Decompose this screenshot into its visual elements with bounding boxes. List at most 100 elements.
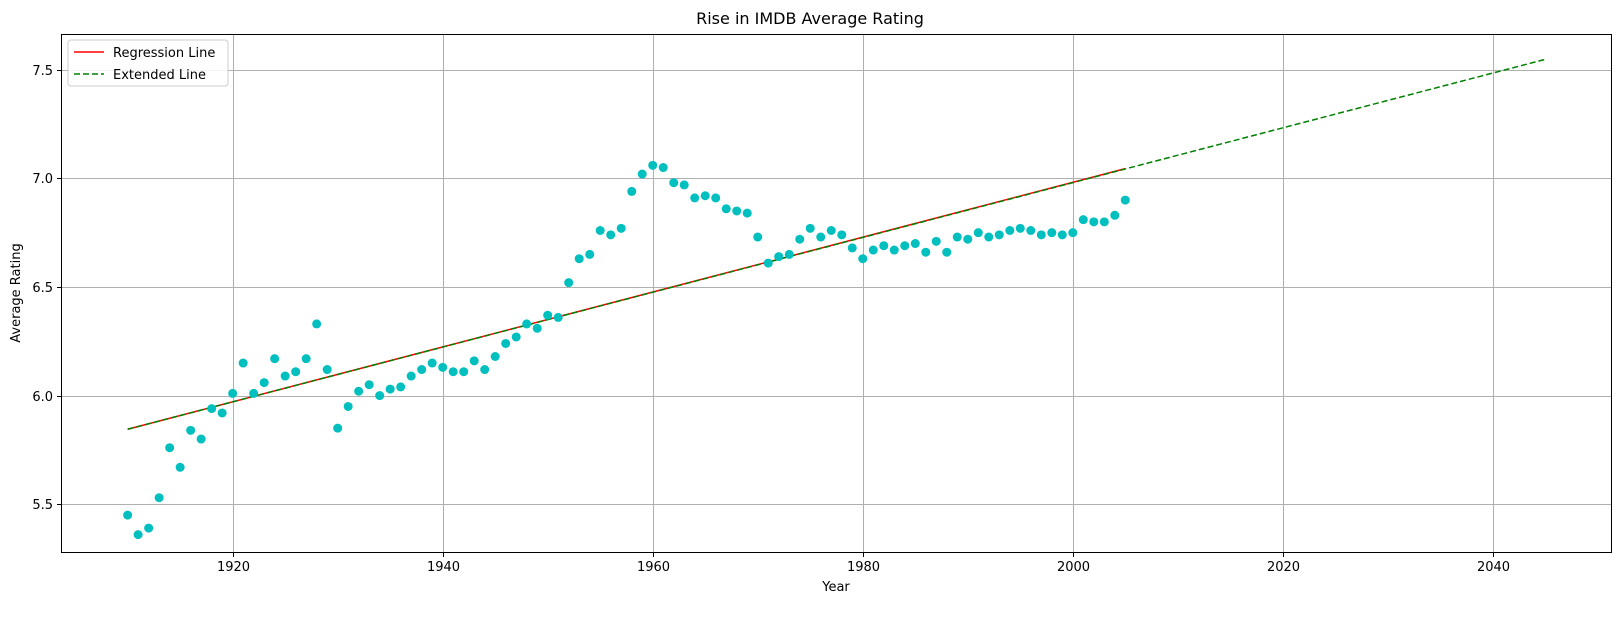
data-point (900, 241, 910, 251)
data-point (249, 388, 259, 398)
data-point (742, 208, 752, 218)
data-point (259, 378, 269, 388)
data-point (144, 523, 154, 533)
data-point (952, 232, 962, 242)
y-tick-label: 5.5 (32, 498, 53, 513)
y-axis-label: Average Rating (9, 243, 24, 342)
data-point (343, 401, 353, 411)
x-tick-label: 2000 (1057, 560, 1090, 575)
lines (127, 58, 1546, 430)
data-point (690, 193, 700, 203)
data-point (406, 371, 416, 381)
data-point (711, 193, 721, 203)
data-point (186, 425, 196, 435)
x-tick-label: 1960 (637, 560, 670, 575)
data-point (543, 310, 553, 320)
data-point (459, 367, 469, 377)
data-point (984, 232, 994, 242)
data-point (637, 169, 647, 179)
data-point (1099, 217, 1109, 227)
data-point (574, 254, 584, 264)
data-point (165, 443, 175, 453)
data-point (942, 247, 952, 257)
data-point (910, 239, 920, 249)
data-point (501, 338, 511, 348)
data-point (1026, 226, 1036, 236)
data-point (480, 365, 490, 375)
data-point (469, 356, 479, 366)
data-point (301, 354, 311, 364)
data-point (291, 367, 301, 377)
grid (62, 35, 1611, 552)
data-point (427, 358, 437, 368)
data-point (774, 252, 784, 262)
data-point (784, 249, 794, 259)
data-point (154, 493, 164, 503)
y-tick-label: 6.0 (32, 390, 53, 405)
y-tick-label: 7.0 (32, 172, 53, 187)
data-point (721, 204, 731, 214)
data-point (396, 382, 406, 392)
data-point (732, 206, 742, 216)
x-tick-label: 2020 (1267, 560, 1300, 575)
data-point (795, 234, 805, 244)
legend-extended-label: Extended Line (113, 68, 206, 83)
data-point (753, 232, 763, 242)
extended-line (127, 58, 1546, 430)
data-point (858, 254, 868, 264)
data-point (963, 234, 973, 244)
data-point (973, 228, 983, 238)
data-point (994, 230, 1004, 240)
x-axis-label: Year (821, 580, 850, 595)
data-point (207, 404, 217, 414)
data-point (921, 247, 931, 257)
data-point (385, 384, 395, 394)
data-point (606, 230, 616, 240)
data-point (375, 391, 385, 401)
data-point (364, 380, 374, 390)
data-point (270, 354, 280, 364)
data-point (354, 386, 364, 396)
data-point (816, 232, 826, 242)
data-point (553, 312, 563, 322)
data-point (837, 230, 847, 240)
data-point (1005, 226, 1015, 236)
data-point (280, 371, 290, 381)
data-point (847, 243, 857, 253)
data-point (448, 367, 458, 377)
data-point (511, 332, 521, 342)
x-tick-label: 1980 (847, 560, 880, 575)
data-point (238, 358, 248, 368)
legend: Regression Line Extended Line (67, 39, 229, 87)
x-tick-label: 2040 (1477, 560, 1510, 575)
data-point (522, 319, 532, 329)
data-point (333, 423, 343, 433)
data-point (1057, 230, 1067, 240)
data-point (1078, 215, 1088, 225)
data-point (532, 323, 542, 333)
data-point (1047, 228, 1057, 238)
data-point (868, 245, 878, 255)
data-point (322, 365, 332, 375)
y-tick-label: 7.5 (32, 64, 53, 79)
data-point (1110, 210, 1120, 220)
data-point (805, 223, 815, 233)
data-point (1036, 230, 1046, 240)
legend-regression-label: Regression Line (113, 46, 215, 61)
data-point (889, 245, 899, 255)
data-point (700, 191, 710, 201)
data-point (1089, 217, 1099, 227)
data-point (585, 249, 595, 259)
plot-frame (61, 34, 1612, 553)
data-point (658, 163, 668, 173)
data-point (490, 351, 500, 361)
data-point (931, 236, 941, 246)
data-point (417, 365, 427, 375)
data-point (217, 408, 227, 418)
legend-box (67, 39, 229, 87)
data-point (627, 186, 637, 196)
y-tick-label: 6.5 (32, 281, 53, 296)
data-point (196, 434, 206, 444)
